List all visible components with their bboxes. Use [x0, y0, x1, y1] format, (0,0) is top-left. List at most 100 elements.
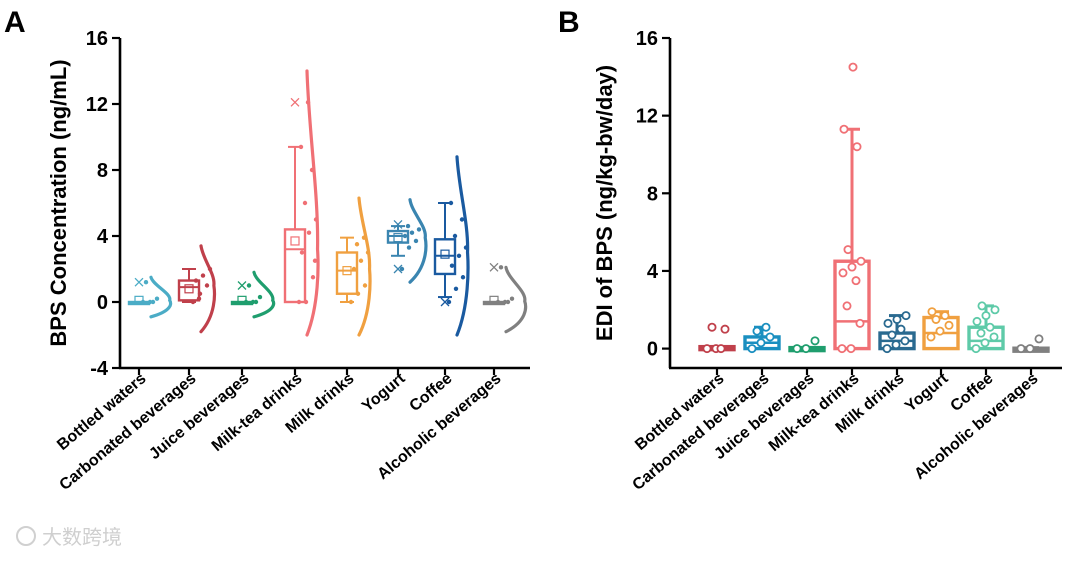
- outlier-marker: [489, 262, 499, 272]
- data-point: [197, 291, 203, 296]
- violin-curve: [504, 265, 528, 334]
- data-point: [351, 266, 357, 272]
- data-point: [716, 344, 726, 354]
- series-milk-drinks: [335, 196, 372, 375]
- data-point: [505, 299, 511, 305]
- data-point: [306, 230, 312, 235]
- box: [283, 228, 307, 304]
- violin-curve: [199, 244, 217, 334]
- watermark-text: 大数跨境: [42, 526, 122, 549]
- mean-marker: [342, 266, 352, 276]
- series-carbonated-beverages: [743, 322, 781, 375]
- data-point: [154, 296, 160, 301]
- data-point: [298, 144, 304, 150]
- data-point: [940, 311, 950, 321]
- y-tick-label: 4: [647, 261, 659, 283]
- series-yogurt: [922, 307, 960, 375]
- data-point: [856, 256, 866, 266]
- data-point: [257, 294, 263, 300]
- y-tick-label: -4: [90, 358, 109, 380]
- mean-marker: [184, 284, 194, 294]
- data-point: [756, 338, 766, 348]
- data-point: [900, 336, 910, 346]
- data-point: [193, 278, 199, 283]
- outlier-marker: [440, 297, 450, 307]
- data-point: [358, 258, 364, 263]
- data-point: [720, 324, 730, 334]
- data-point: [313, 217, 319, 222]
- data-point: [848, 62, 858, 72]
- data-point: [887, 330, 897, 340]
- data-point: [977, 301, 987, 311]
- outlier-marker: [393, 264, 403, 274]
- data-point: [495, 299, 501, 305]
- data-point: [399, 266, 405, 272]
- data-point: [448, 200, 454, 206]
- series-coffee: [967, 301, 1005, 375]
- data-point: [851, 276, 861, 286]
- data-point: [971, 344, 981, 354]
- data-point: [459, 217, 465, 222]
- data-point: [927, 307, 937, 317]
- data-point: [453, 286, 459, 291]
- data-point: [310, 275, 316, 280]
- y-tick-label: 8: [97, 160, 108, 182]
- data-point: [243, 299, 249, 305]
- series-milk-tea-drinks: [833, 62, 871, 375]
- data-point: [981, 311, 991, 321]
- violin-curve: [455, 155, 470, 337]
- data-point: [935, 326, 945, 336]
- series-bottled-waters: [127, 275, 173, 375]
- data-point: [931, 314, 941, 324]
- data-point: [309, 167, 315, 173]
- data-point: [449, 263, 455, 268]
- data-point: [365, 250, 371, 255]
- data-point: [305, 100, 311, 105]
- data-point: [354, 242, 360, 247]
- violin-curve: [305, 69, 320, 337]
- data-point: [891, 340, 901, 350]
- series-coffee: [433, 155, 470, 375]
- series-milk-drinks: [878, 311, 916, 375]
- data-point: [406, 245, 412, 250]
- data-point: [883, 318, 893, 328]
- data-point: [143, 280, 149, 285]
- data-point: [355, 291, 361, 296]
- data-point: [801, 344, 811, 354]
- outlier-marker: [134, 277, 144, 287]
- series-juice-beverages: [230, 270, 276, 375]
- panel-a-y-ticks: -4 0 4 8 12 16: [86, 28, 120, 380]
- data-point: [409, 230, 415, 235]
- data-point: [246, 283, 252, 288]
- data-point: [140, 299, 146, 305]
- data-point: [761, 322, 771, 332]
- data-point: [944, 320, 954, 330]
- data-point: [1025, 344, 1035, 354]
- y-tick-label: 16: [636, 28, 658, 50]
- violin-curve: [149, 275, 173, 319]
- data-point: [402, 233, 408, 239]
- mean-marker: [290, 236, 300, 246]
- data-point: [892, 314, 902, 324]
- data-point: [855, 318, 865, 328]
- data-point: [1016, 344, 1026, 354]
- data-point: [990, 305, 1000, 315]
- watermark: 大数跨境: [16, 526, 122, 549]
- panel-a-marks: [127, 69, 528, 375]
- data-point: [852, 142, 862, 152]
- data-point: [405, 223, 411, 229]
- data-point: [150, 299, 156, 305]
- panel-b-letter: B: [558, 6, 580, 39]
- y-tick-label: 12: [86, 94, 108, 116]
- box: [177, 279, 201, 302]
- series-alcoholic-beverages: [482, 262, 528, 375]
- data-point: [838, 268, 848, 278]
- data-point: [204, 283, 210, 288]
- y-tick-label: 8: [647, 183, 658, 205]
- y-tick-label: 4: [97, 226, 109, 248]
- data-point: [792, 344, 802, 354]
- x-tick-label: Milk-tea drinks: [209, 370, 306, 455]
- data-point: [460, 275, 466, 280]
